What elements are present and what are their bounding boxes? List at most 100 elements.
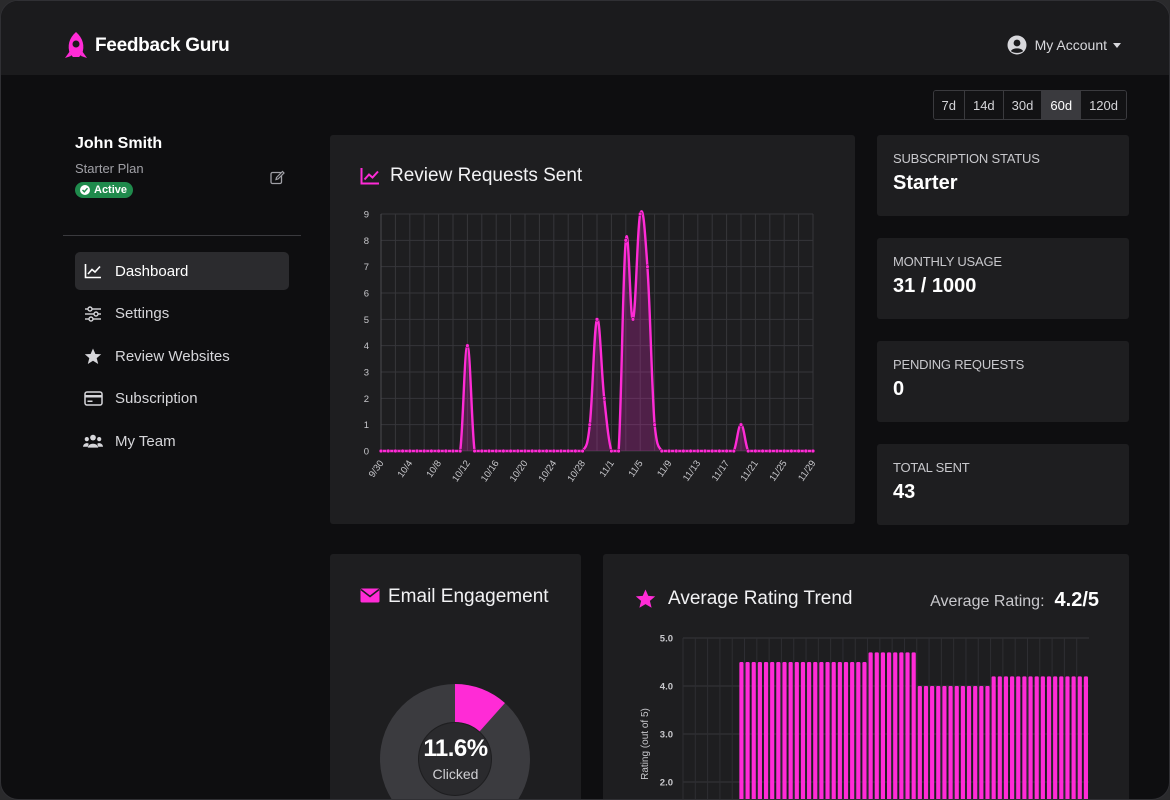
rating-bar — [745, 662, 750, 799]
rating-bar — [1034, 676, 1039, 799]
rating-bar — [763, 662, 769, 799]
rating-bar — [1010, 676, 1015, 799]
rating-bar — [794, 662, 799, 799]
sidebar-item-my-team[interactable]: My Team — [75, 422, 289, 460]
range-30d-button[interactable]: 30d — [1003, 91, 1043, 119]
rating-bar — [942, 686, 947, 799]
sidebar-item-label: My Team — [115, 432, 176, 450]
range-60d-button[interactable]: 60d — [1042, 91, 1082, 119]
stat-card-subscription-status: SUBSCRIPTION STATUS Starter — [877, 135, 1129, 216]
rating-bar — [776, 662, 781, 799]
status-badge-label: Active — [94, 184, 128, 196]
data-point — [630, 317, 636, 322]
rating-bar — [850, 662, 855, 799]
email-engagement-card: Email Engagement 11.6% Clicked — [330, 554, 581, 799]
sidebar-item-label: Subscription — [115, 390, 198, 407]
y-tick-label: 7 — [364, 262, 369, 273]
y-tick-label: 5.0 — [660, 634, 673, 645]
rating-trend-bar-chart: 2.0 3.0 4.0 5.0 Rating (out of 5) — [640, 634, 1089, 799]
x-tick-label: 11/17 — [710, 458, 732, 483]
data-point — [688, 448, 693, 454]
data-point — [810, 448, 816, 454]
rating-bar — [1028, 676, 1033, 799]
average-rating-value: 4.2/5 — [1054, 589, 1099, 611]
data-point — [674, 448, 679, 454]
review-requests-title: Review Requests Sent — [360, 165, 582, 187]
rating-bar — [985, 686, 990, 799]
data-point — [623, 238, 628, 243]
data-point — [465, 343, 470, 348]
rating-bar — [825, 662, 830, 799]
rating-bar — [923, 686, 929, 799]
rating-bar — [1046, 676, 1052, 799]
stat-value: 43 — [893, 481, 916, 503]
rating-bar — [973, 686, 978, 799]
rating-bar — [960, 686, 965, 799]
x-tick-label: 10/20 — [508, 458, 531, 484]
rating-bar — [788, 662, 793, 799]
data-point — [494, 448, 499, 454]
sidebar-item-settings[interactable]: Settings — [75, 295, 289, 333]
stat-label: SUBSCRIPTION STATUS — [893, 151, 1040, 166]
range-120d-button[interactable]: 120d — [1081, 91, 1126, 119]
stat-label: TOTAL SENT — [893, 460, 970, 475]
x-tick-label: 11/1 — [598, 458, 617, 479]
data-point — [429, 448, 434, 454]
rating-bar — [843, 662, 849, 799]
brand-name: Feedback Guru — [95, 35, 230, 56]
rating-trend-title: Average Rating Trend — [635, 588, 853, 610]
stat-card-pending-requests: PENDING REQUESTS 0 — [877, 341, 1129, 422]
sidebar-item-dashboard[interactable]: Dashboard — [75, 252, 289, 290]
rating-bar — [868, 652, 873, 799]
data-point — [544, 448, 549, 454]
rating-bar — [807, 662, 812, 799]
data-point — [731, 448, 736, 454]
sidebar-item-review-websites[interactable]: Review Websites — [75, 337, 289, 375]
line-chart-icon — [360, 168, 379, 185]
rating-bar — [1053, 676, 1058, 799]
data-point — [724, 448, 729, 454]
data-point — [580, 448, 585, 454]
y-tick-label: 9 — [364, 210, 369, 221]
y-tick-label: 3.0 — [660, 730, 673, 741]
y-tick-label: 4 — [364, 341, 369, 352]
stat-card-monthly-usage: MONTHLY USAGE 31 / 1000 — [877, 238, 1129, 319]
chevron-down-icon — [1113, 42, 1121, 48]
star-icon — [635, 589, 656, 608]
x-tick-label: 11/29 — [796, 458, 818, 483]
edit-icon[interactable] — [270, 170, 285, 190]
y-tick-label: 8 — [364, 236, 369, 247]
stat-label: PENDING REQUESTS — [893, 357, 1025, 372]
rating-bar — [905, 652, 910, 799]
stat-card-total-sent: TOTAL SENT 43 — [877, 444, 1129, 525]
data-point — [378, 448, 384, 454]
review-requests-card: Review Requests Sent 0 1 2 3 4 5 6 7 8 9 9/30 10/4 1… — [330, 135, 855, 524]
account-menu[interactable]: My Account — [1007, 35, 1121, 55]
rating-bar — [1071, 676, 1076, 799]
data-point — [515, 448, 520, 454]
email-engagement-donut-chart — [380, 684, 530, 799]
y-tick-label: 1 — [364, 420, 369, 431]
data-point — [594, 317, 600, 322]
donut-caption: Clicked — [432, 766, 479, 782]
brand[interactable]: Feedback Guru — [63, 31, 230, 61]
range-7d-button[interactable]: 7d — [933, 91, 965, 119]
line-chart-icon — [83, 262, 103, 280]
rating-bar — [813, 662, 818, 799]
data-point — [738, 422, 744, 427]
stat-value: 31 / 1000 — [893, 275, 977, 297]
review-requests-line-chart: 0 1 2 3 4 5 6 7 8 9 9/30 10/4 10/8 10/12 10/16 10/20 10/… — [364, 210, 819, 485]
rating-bar — [1040, 676, 1045, 799]
x-tick-label: 10/28 — [565, 458, 588, 484]
y-tick-label: 4.0 — [660, 682, 673, 693]
data-point — [479, 448, 484, 454]
rating-bar — [991, 676, 996, 799]
x-tick-label: 9/30 — [367, 458, 387, 479]
rating-bar — [1065, 676, 1070, 799]
rating-bar — [997, 676, 1002, 799]
sidebar-item-subscription[interactable]: Subscription — [75, 380, 289, 418]
sidebar: John Smith Starter Plan Active — [63, 127, 301, 465]
range-14d-button[interactable]: 14d — [964, 91, 1004, 119]
data-point — [522, 448, 528, 454]
data-point — [645, 264, 650, 269]
